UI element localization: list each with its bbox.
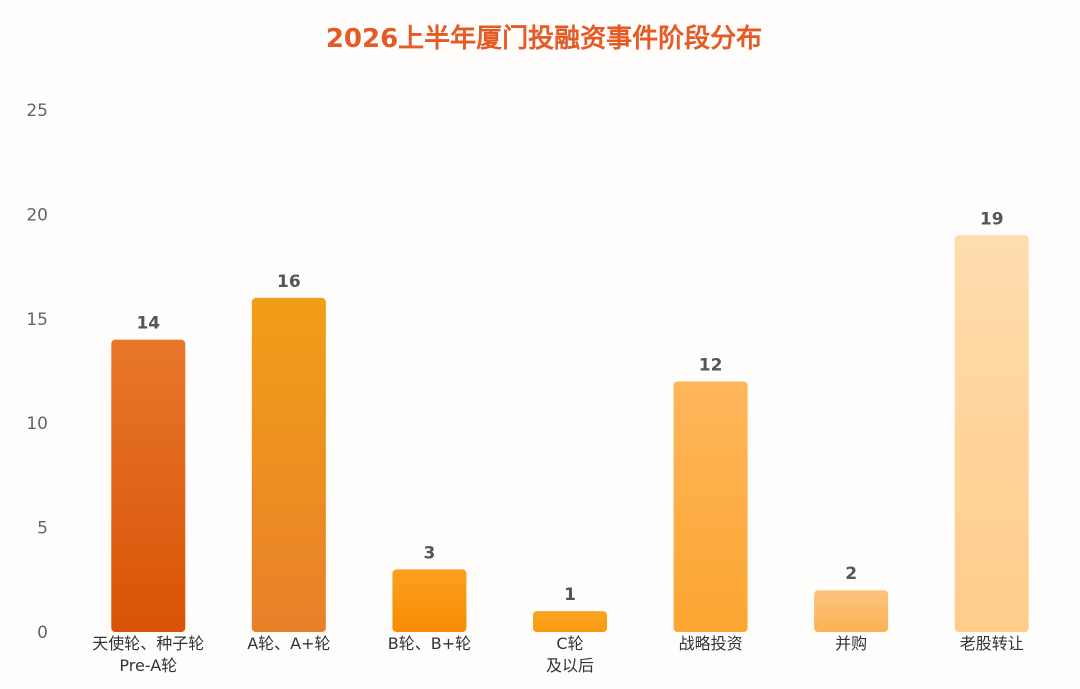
x-tick-label: 并购: [835, 634, 867, 653]
y-tick-label: 5: [37, 519, 48, 539]
x-tick-label: A轮、A+轮: [247, 634, 330, 653]
x-tick-label: 天使轮、种子轮: [92, 634, 204, 653]
x-tick-label: B轮、B+轮: [388, 634, 471, 653]
x-tick-label: 及以后: [546, 656, 594, 675]
data-label: 12: [699, 355, 723, 375]
y-tick-label: 10: [26, 414, 48, 434]
data-label: 16: [277, 272, 301, 292]
bars: 14 16 3 1 12 2 19: [111, 209, 1029, 632]
bar[interactable]: [392, 569, 467, 632]
data-label: 2: [845, 564, 857, 584]
y-axis: 0 5 10 15 20 25: [26, 101, 48, 643]
data-label: 3: [424, 543, 436, 563]
y-tick-label: 25: [26, 101, 48, 121]
bar[interactable]: [673, 381, 748, 632]
bar[interactable]: [814, 590, 889, 632]
x-tick-label: 战略投资: [679, 634, 743, 653]
chart-title: 2026上半年厦门投融资事件阶段分布: [326, 23, 762, 54]
x-tick-label: C轮: [556, 634, 583, 653]
bar[interactable]: [111, 339, 186, 632]
bar[interactable]: [251, 297, 326, 632]
bar[interactable]: [533, 611, 607, 632]
y-tick-label: 15: [26, 310, 48, 330]
data-label: 14: [136, 314, 160, 334]
y-tick-label: 0: [37, 623, 48, 643]
x-tick-label: 老股转让: [960, 634, 1024, 653]
data-label: 19: [980, 209, 1004, 229]
x-tick-label: Pre-A轮: [119, 656, 177, 675]
bar[interactable]: [954, 235, 1029, 632]
y-tick-label: 20: [26, 205, 48, 225]
data-label: 1: [564, 585, 576, 605]
